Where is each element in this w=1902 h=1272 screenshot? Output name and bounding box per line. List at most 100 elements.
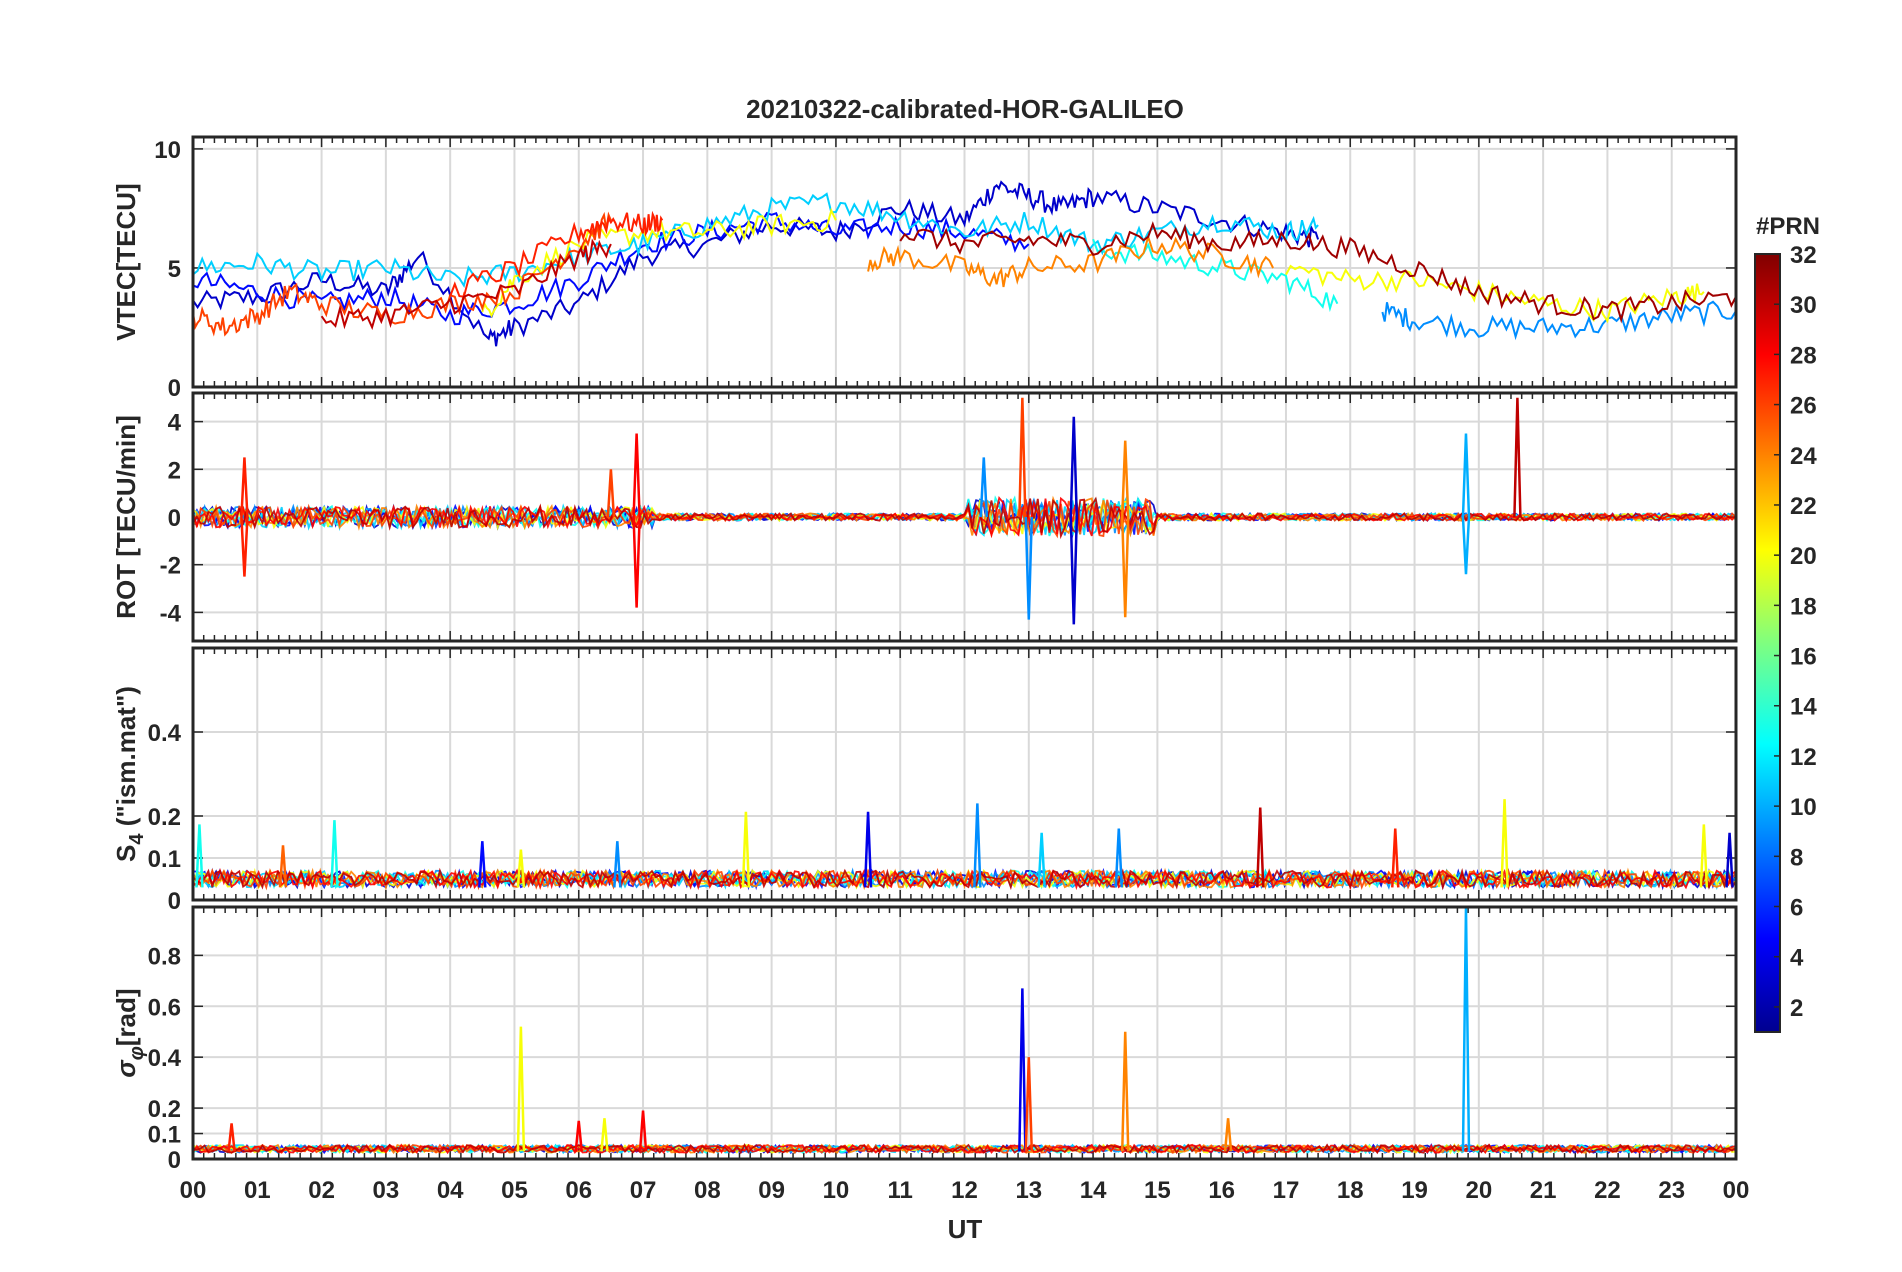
y-tick-label: 0	[168, 505, 181, 532]
x-tick-label: 05	[501, 1177, 528, 1204]
spike	[600, 1118, 609, 1152]
colorbar-tick-label: 8	[1790, 844, 1803, 871]
y-tick-label: 5	[168, 256, 181, 283]
colorbar-label: #PRN	[1756, 213, 1820, 240]
y-tick-label: 10	[154, 137, 181, 164]
colorbar-tick-label: 16	[1790, 644, 1817, 671]
x-tick-label: 14	[1080, 1177, 1107, 1204]
spike	[1024, 1057, 1034, 1152]
series-line	[867, 233, 1274, 288]
x-tick-label: 03	[373, 1177, 400, 1204]
spike	[1114, 828, 1124, 888]
spike	[195, 824, 204, 888]
y-label-sub: 4	[126, 833, 148, 845]
series-line	[193, 496, 1736, 540]
colorbar-tick-label: 32	[1790, 242, 1817, 269]
spike	[227, 1123, 236, 1152]
x-tick-label: 00	[180, 1177, 207, 1204]
x-axis-label: UT	[948, 1214, 983, 1244]
panel-frame	[191, 646, 1738, 902]
x-tick-label: 15	[1144, 1177, 1171, 1204]
colorbar-tick-label: 22	[1790, 493, 1817, 520]
x-tick-label: 19	[1401, 1177, 1428, 1204]
spike	[741, 811, 751, 888]
series-line	[320, 238, 612, 331]
spike	[1513, 397, 1522, 518]
colorbar-tick-label: 14	[1790, 694, 1817, 721]
spike	[638, 1110, 648, 1152]
spike	[1500, 799, 1509, 888]
panel-frame	[191, 135, 1738, 389]
x-tick-label: 23	[1658, 1177, 1685, 1204]
x-tick-label: 13	[1015, 1177, 1042, 1204]
spike	[1255, 807, 1265, 888]
y-label-rest: ("ism.mat")	[111, 686, 141, 833]
y-axis-label: ROT [TECU/min]	[111, 415, 141, 619]
x-tick-label: 07	[630, 1177, 657, 1204]
y-label-sub: φ	[126, 1046, 148, 1060]
y-tick-label: 0	[168, 375, 181, 402]
x-tick-label: 10	[823, 1177, 850, 1204]
spike	[240, 516, 249, 577]
x-tick-label: 00	[1723, 1177, 1750, 1204]
panel-rot: -4 -2 0 2 4 ROT [TECU/min]	[111, 391, 1738, 643]
series-line	[193, 496, 1736, 539]
panel-s4: 00.10.20.4S4 ("ism.mat")	[111, 646, 1738, 915]
spike	[1699, 824, 1709, 888]
x-tick-label: 22	[1594, 1177, 1621, 1204]
series-line	[1381, 300, 1736, 341]
y-tick-label: 0	[168, 888, 181, 915]
y-tick-label: 2	[168, 457, 181, 484]
y-axis-label: σφ[rad]	[111, 988, 148, 1077]
series-line	[1092, 238, 1339, 313]
spike	[516, 849, 526, 888]
x-tick-label: 17	[1273, 1177, 1300, 1204]
colorbar-tick-label: 10	[1790, 794, 1817, 821]
x-tick-label: 21	[1530, 1177, 1557, 1204]
y-tick-label: 0.1	[148, 1122, 181, 1149]
spike	[278, 845, 288, 888]
spike	[863, 811, 873, 888]
y-tick-label: 0.8	[148, 943, 181, 970]
spike	[1120, 1031, 1130, 1152]
spike	[1120, 440, 1130, 518]
colorbar-tick-label: 4	[1790, 945, 1804, 972]
y-tick-label: 0.1	[148, 846, 181, 873]
x-tick-label: 09	[758, 1177, 785, 1204]
spike	[1461, 433, 1471, 518]
series-line	[449, 210, 664, 298]
spike	[613, 841, 622, 888]
y-tick-label: 0.6	[148, 994, 181, 1021]
colorbar-tick-label: 6	[1790, 895, 1803, 922]
x-tick-label: 04	[437, 1177, 464, 1204]
spike	[632, 433, 641, 518]
spike	[516, 1026, 526, 1152]
x-tick-label: 12	[951, 1177, 978, 1204]
spike	[1069, 416, 1079, 518]
spike	[240, 457, 249, 518]
x-tick-label: 11	[888, 1177, 913, 1204]
spike	[1223, 1118, 1233, 1152]
x-tick-label: 18	[1337, 1177, 1364, 1204]
spike	[1461, 907, 1471, 1152]
spike	[1725, 832, 1734, 888]
x-tick-label: 08	[694, 1177, 721, 1204]
series-line	[899, 221, 1736, 324]
y-tick-label: -4	[160, 600, 182, 627]
spike	[1037, 832, 1046, 888]
spike	[1069, 516, 1079, 625]
y-tick-label: 0.4	[148, 720, 182, 747]
panel-vtec: 0 5 10 VTEC[TECU]	[111, 135, 1738, 402]
colorbar-tick-label: 30	[1790, 292, 1817, 319]
colorbar-tick-label: 18	[1790, 593, 1817, 620]
series-line	[193, 192, 1319, 288]
y-axis-label: S4 ("ism.mat")	[111, 686, 148, 862]
spike	[574, 1120, 583, 1152]
spike	[973, 803, 982, 888]
colorbar-tick-label: 28	[1790, 342, 1817, 369]
y-label-rest: [rad]	[111, 988, 141, 1046]
panel-frame	[191, 391, 1738, 643]
spike	[1024, 516, 1034, 620]
